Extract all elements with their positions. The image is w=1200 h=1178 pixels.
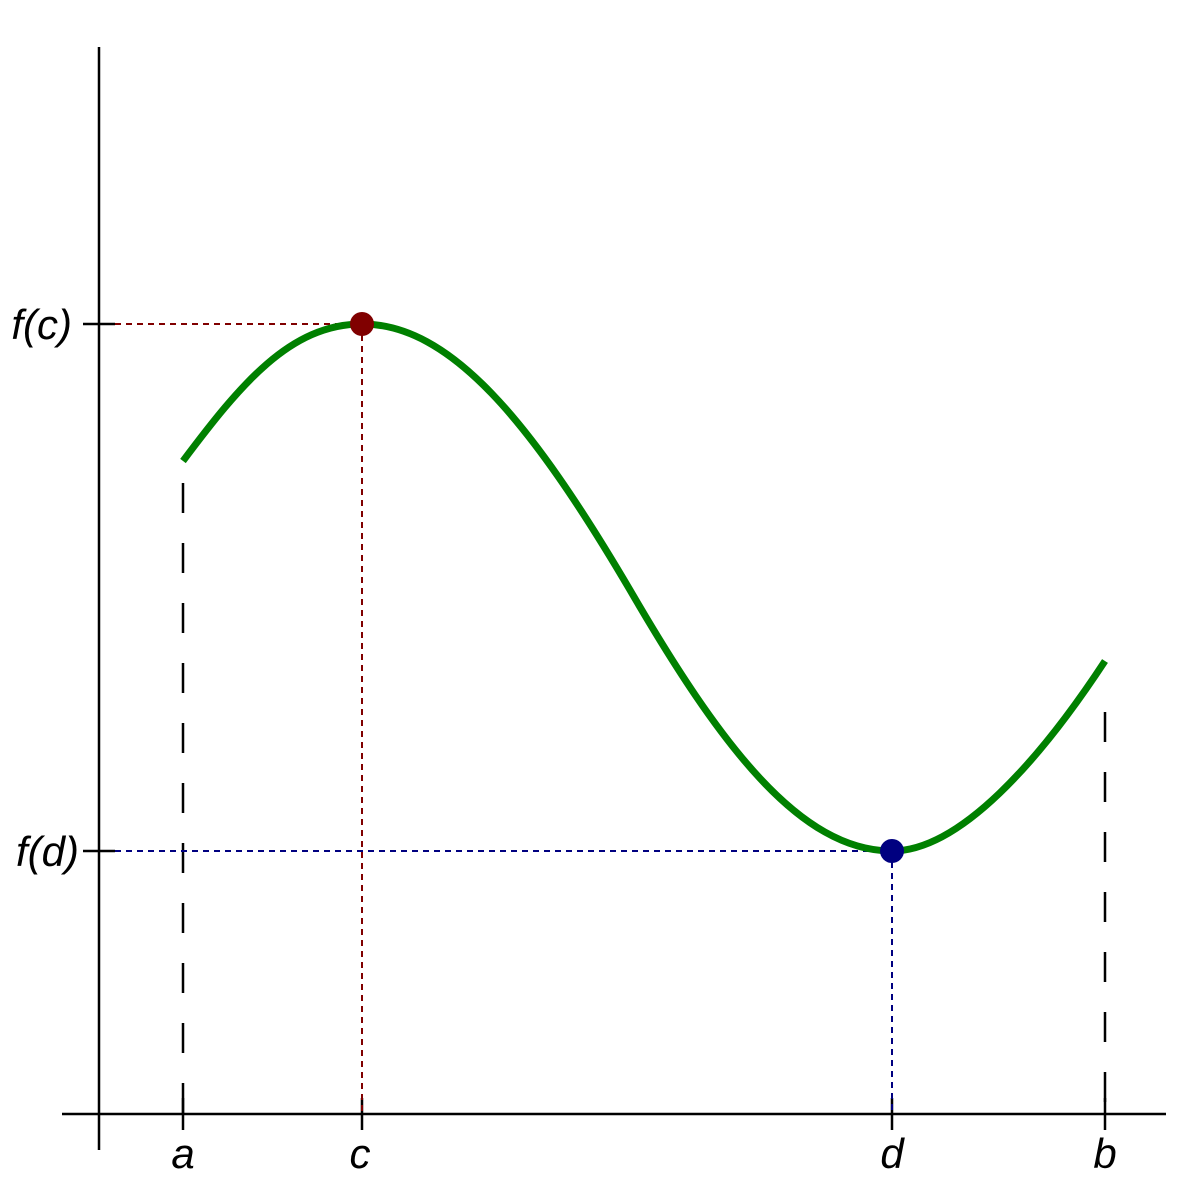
max-point: [350, 312, 374, 336]
min-point: [880, 839, 904, 863]
x-label: a: [171, 1130, 194, 1177]
axes: [62, 47, 1166, 1150]
x-label: d: [880, 1130, 905, 1177]
curve: [180, 320, 1108, 855]
x-label: c: [350, 1130, 371, 1177]
x-label: b: [1093, 1130, 1116, 1177]
max-guides: [115, 323, 363, 1114]
bounds: [181, 483, 1107, 1114]
y-label: f(d): [16, 828, 79, 875]
y-label: f(c): [11, 301, 72, 348]
min-guides: [115, 850, 893, 1114]
